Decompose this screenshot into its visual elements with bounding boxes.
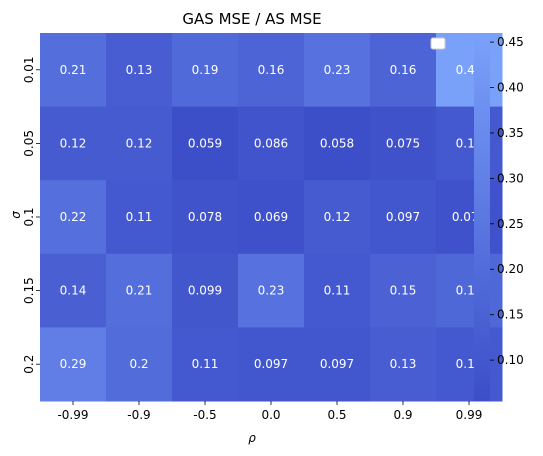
cell-value-label: 0.069 bbox=[254, 210, 288, 224]
heatmap-cell bbox=[436, 327, 503, 402]
colorbar-tick-label: 0.35 bbox=[497, 126, 524, 140]
heatmap-cell bbox=[40, 327, 107, 402]
heatmap-cell bbox=[172, 33, 239, 108]
colorbar-tick-label: 0.15 bbox=[497, 308, 524, 322]
heatmap-cell bbox=[238, 180, 305, 255]
heatmap-cell bbox=[172, 180, 239, 255]
colorbar-tick-label: 0.20 bbox=[497, 262, 524, 276]
heatmap-cell bbox=[106, 33, 173, 108]
heatmap-cells: 0.21 0.13 0.19 0.16 0.23 0.16 0.460.12 0.12 0.05… bbox=[40, 33, 503, 402]
cell-value-label: 0.099 bbox=[188, 284, 222, 298]
x-tick-label: 0.9 bbox=[393, 408, 412, 422]
heatmap-cell bbox=[436, 33, 503, 108]
chart-title: GAS MSE / AS MSE bbox=[182, 10, 321, 28]
cell-value-label: 0.12 bbox=[126, 136, 153, 150]
heatmap-cell bbox=[436, 106, 503, 181]
heatmap-cell bbox=[40, 180, 107, 255]
colorbar-tick-label: 0.40 bbox=[497, 81, 524, 95]
y-tick-label: 0.15 bbox=[22, 277, 36, 304]
colorbar-tick-label: 0.45 bbox=[497, 35, 524, 49]
x-tick-label: -0.5 bbox=[193, 408, 216, 422]
colorbar-ticks: 0.10 0.15 0.20 0.25 0.30 0.35 0.40 0.45 bbox=[490, 35, 524, 367]
heatmap-cell bbox=[304, 33, 371, 108]
y-tick-label: 0.05 bbox=[22, 130, 36, 157]
x-tick-label: 0.99 bbox=[456, 408, 483, 422]
cell-value-label: 0.19 bbox=[192, 63, 219, 77]
cell-value-label: 0.11 bbox=[324, 284, 351, 298]
heatmap-cell bbox=[304, 106, 371, 181]
heatmap-cell bbox=[370, 33, 437, 108]
colorbar-tick-label: 0.10 bbox=[497, 353, 524, 367]
cell-value-label: 0.22 bbox=[60, 210, 87, 224]
cell-value-label: 0.29 bbox=[60, 357, 87, 371]
heatmap-cell bbox=[304, 253, 371, 328]
legend-box bbox=[430, 37, 446, 50]
heatmap-cell bbox=[304, 327, 371, 402]
cell-value-label: 0.078 bbox=[188, 210, 222, 224]
colorbar-tick-label: 0.30 bbox=[497, 171, 524, 185]
heatmap-cell bbox=[172, 327, 239, 402]
colorbar-tick-label: 0.25 bbox=[497, 217, 524, 231]
cell-value-label: 0.21 bbox=[60, 63, 87, 77]
cell-value-label: 0.23 bbox=[258, 284, 285, 298]
x-tick-label: 0.5 bbox=[327, 408, 346, 422]
cell-value-label: 0.12 bbox=[324, 210, 351, 224]
heatmap-cell bbox=[238, 327, 305, 402]
heatmap-cell bbox=[436, 253, 503, 328]
heatmap-cell bbox=[304, 180, 371, 255]
heatmap-cell bbox=[370, 180, 437, 255]
heatmap-cell bbox=[238, 253, 305, 328]
heatmap-cell bbox=[172, 106, 239, 181]
heatmap-cell bbox=[106, 180, 173, 255]
x-tick-label: -0.99 bbox=[57, 408, 88, 422]
cell-value-label: 0.15 bbox=[390, 284, 417, 298]
cell-value-label: 0.058 bbox=[320, 136, 354, 150]
cell-value-label: 0.086 bbox=[254, 136, 288, 150]
heatmap-cell bbox=[436, 180, 503, 255]
cell-value-label: 0.14 bbox=[60, 284, 87, 298]
x-tick-label: -0.9 bbox=[127, 408, 150, 422]
y-tick-label: 0.1 bbox=[22, 207, 36, 226]
cell-value-label: 0.2 bbox=[129, 357, 148, 371]
cell-value-label: 0.23 bbox=[324, 63, 351, 77]
x-axis-label: ρ bbox=[248, 431, 256, 445]
cell-value-label: 0.12 bbox=[60, 136, 87, 150]
heatmap-cell bbox=[172, 253, 239, 328]
cell-value-label: 0.16 bbox=[390, 63, 417, 77]
heatmap-cell bbox=[370, 327, 437, 402]
cell-value-label: 0.13 bbox=[126, 63, 153, 77]
cell-value-label: 0.13 bbox=[390, 357, 417, 371]
cell-value-label: 0.11 bbox=[192, 357, 219, 371]
heatmap-cell bbox=[40, 33, 107, 108]
cell-value-label: 0.097 bbox=[386, 210, 420, 224]
cell-value-label: 0.11 bbox=[126, 210, 153, 224]
cell-value-label: 0.097 bbox=[254, 357, 288, 371]
y-tick-label: 0.01 bbox=[22, 56, 36, 83]
cell-value-label: 0.097 bbox=[320, 357, 354, 371]
y-axis-ticks: 0.01 0.05 0.1 0.15 0.2 bbox=[22, 56, 40, 374]
y-tick-label: 0.2 bbox=[22, 355, 36, 374]
y-axis-label: σ bbox=[9, 211, 23, 219]
heatmap-cell bbox=[106, 106, 173, 181]
heatmap-cell bbox=[40, 106, 107, 181]
cell-value-label: 0.21 bbox=[126, 284, 153, 298]
heatmap-cell bbox=[106, 253, 173, 328]
cell-value-label: 0.059 bbox=[188, 136, 222, 150]
heatmap-cell bbox=[238, 106, 305, 181]
cell-value-label: 0.16 bbox=[258, 63, 285, 77]
heatmap-cell bbox=[370, 253, 437, 328]
x-axis-ticks: -0.99 -0.9 -0.5 0.0 0.5 0.9 0.99 bbox=[57, 401, 482, 422]
heatmap-cell bbox=[370, 106, 437, 181]
heatmap-cell bbox=[106, 327, 173, 402]
colorbar bbox=[474, 33, 490, 401]
cell-value-label: 0.075 bbox=[386, 136, 420, 150]
heatmap-cell bbox=[40, 253, 107, 328]
heatmap-cell bbox=[238, 33, 305, 108]
x-tick-label: 0.0 bbox=[261, 408, 280, 422]
